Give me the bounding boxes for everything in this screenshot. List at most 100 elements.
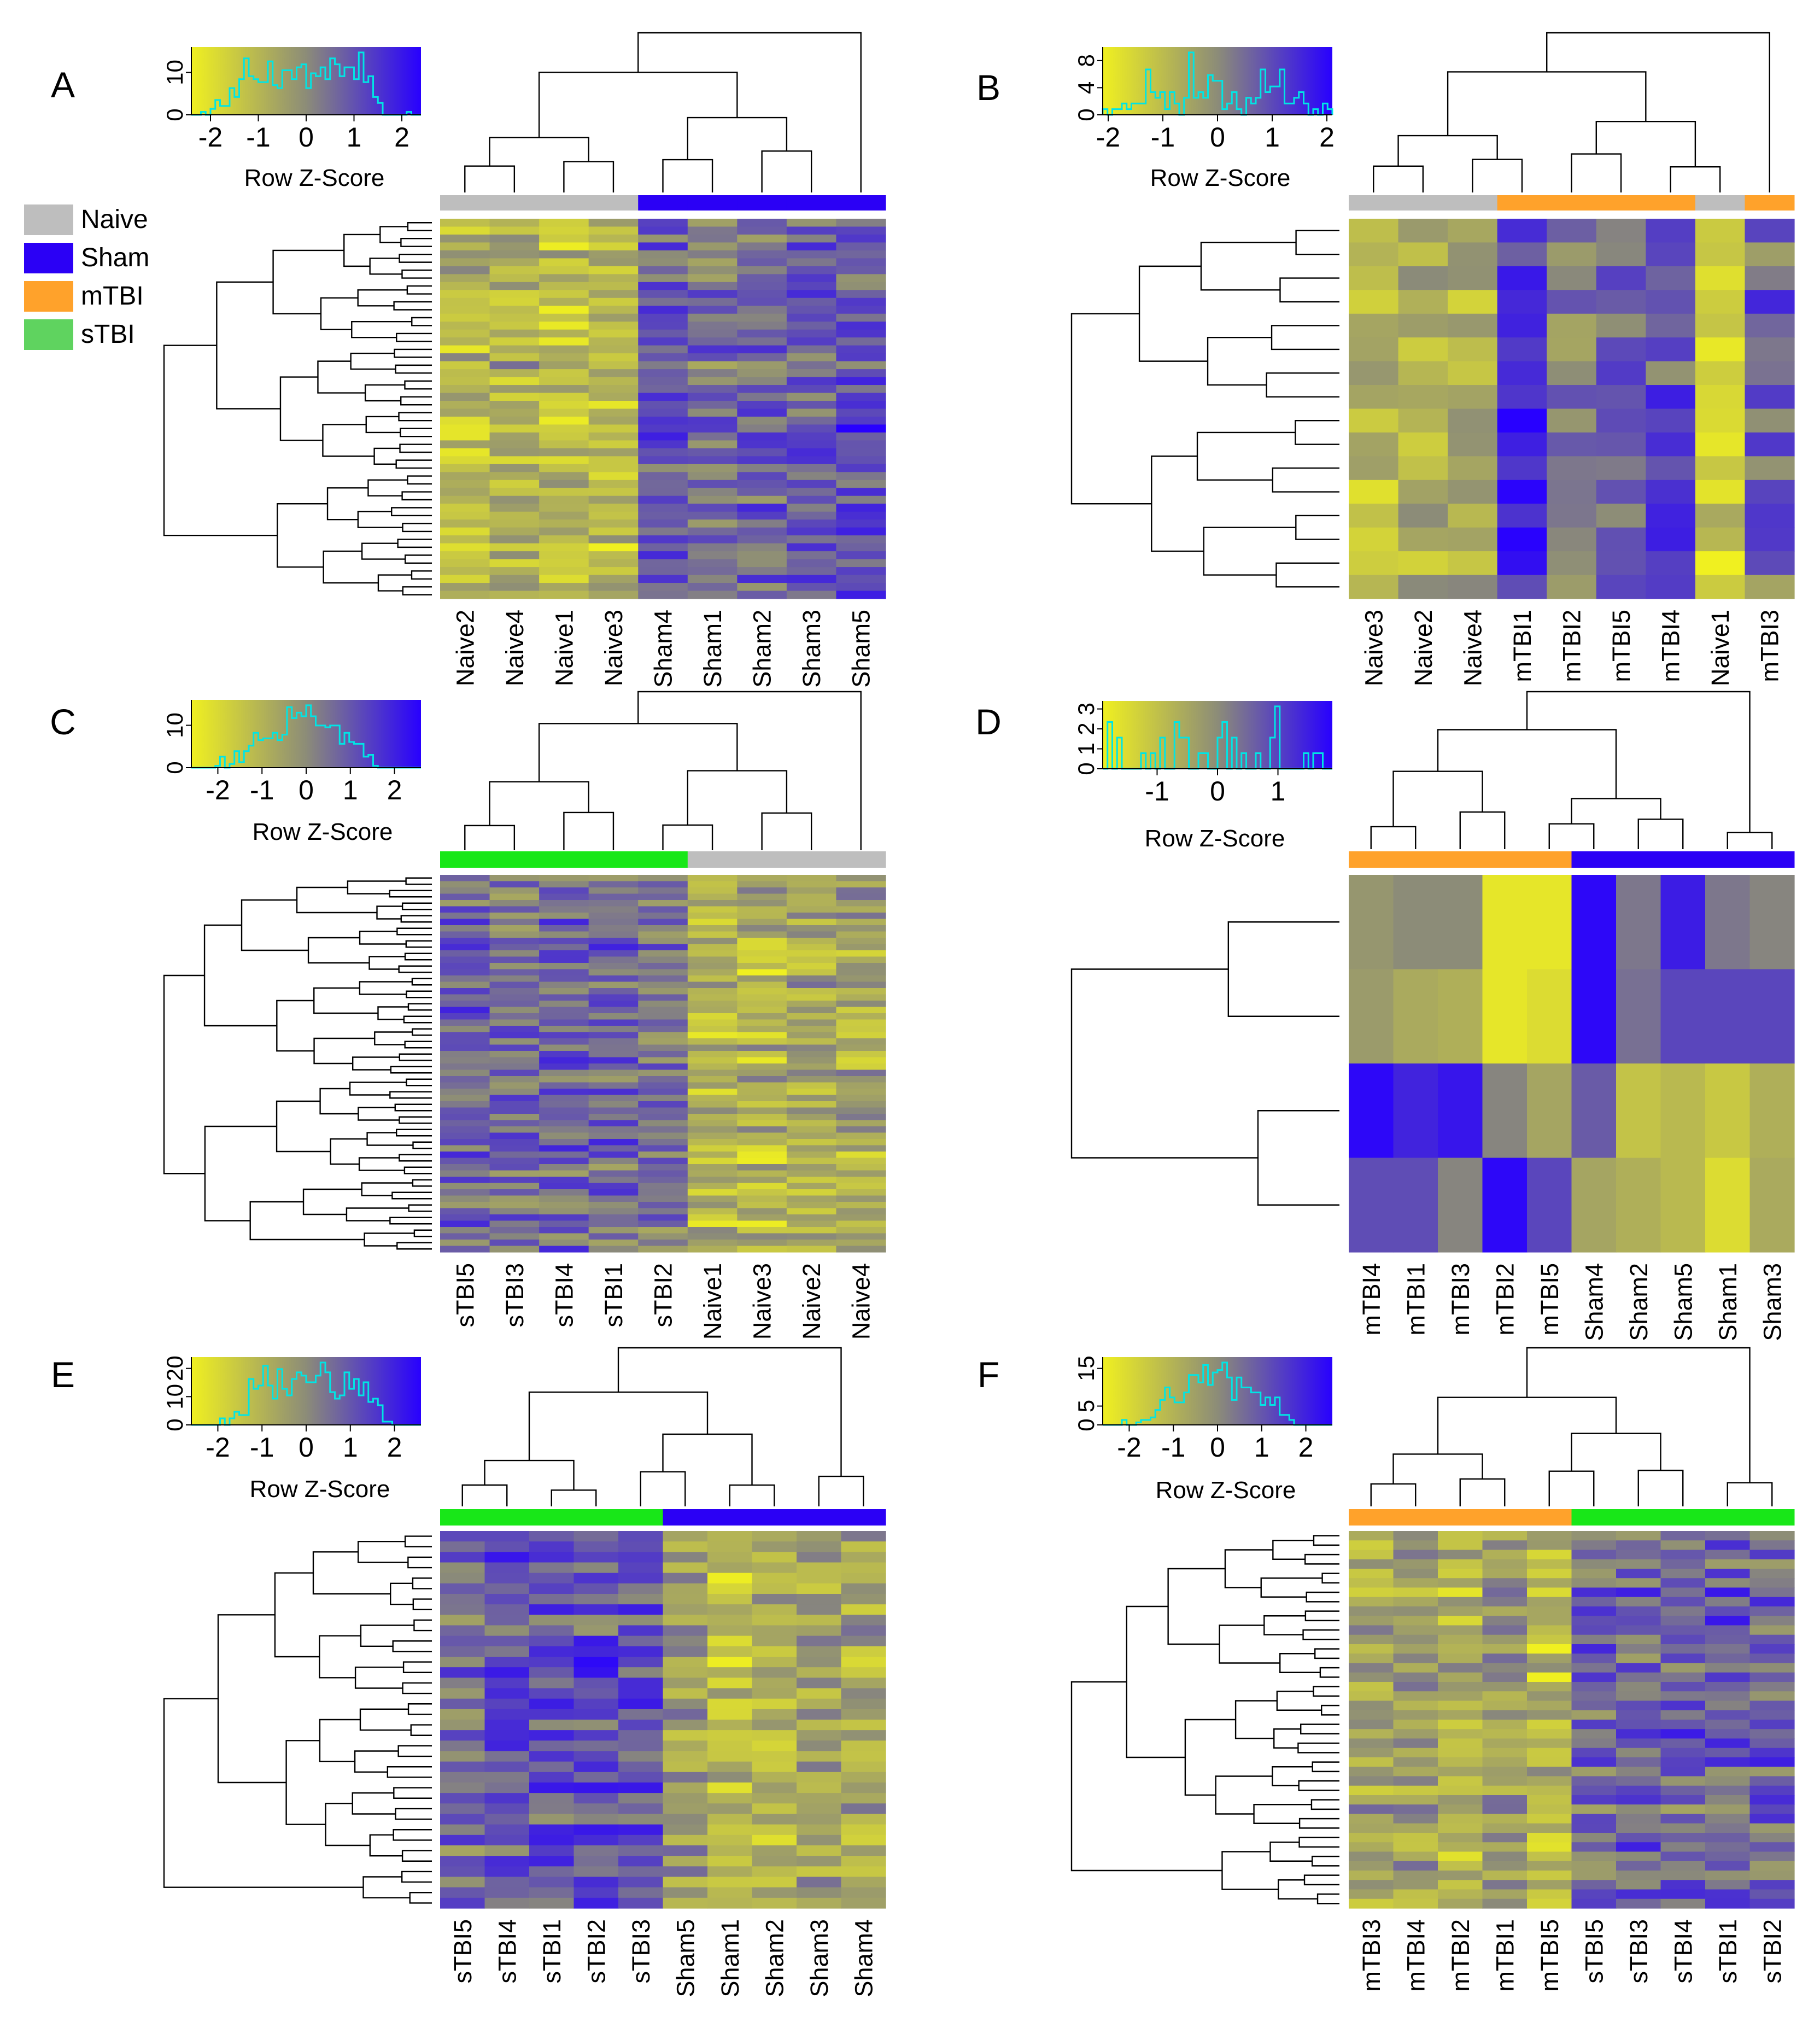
heatmap-cell [1705,1795,1751,1805]
column-label: mTBI2 [1447,1919,1474,1992]
heatmap-cell [707,1877,753,1888]
heatmap-cell [836,1032,886,1039]
heatmap-cell [539,401,589,410]
heatmap-cell [1527,1804,1572,1815]
heatmap-cell [707,1625,753,1637]
heatmap-cell [752,1730,797,1741]
heatmap-cell [588,488,639,496]
heatmap-cell [752,1877,797,1888]
column-label: mTBI4 [1402,1919,1430,1992]
key-xtick-label: 0 [1210,1432,1225,1463]
heatmap-cell [1349,1606,1394,1616]
heatmap-cell [1749,1569,1795,1579]
heatmap-cell [618,1531,664,1542]
heatmap-cell [1749,1804,1795,1815]
heatmap-cell [687,504,738,512]
heatmap-cell [484,1824,530,1836]
heatmap-cell [836,416,886,425]
heatmap-cell [440,900,490,907]
heatmap-cell [1749,1663,1795,1673]
heatmap-cell [539,1069,589,1077]
heatmap-cell [588,1202,639,1209]
column-label: Sham5 [1669,1263,1697,1341]
heatmap-cell [440,1824,485,1836]
heatmap-cell [1749,1531,1795,1541]
heatmap-cell [588,1233,639,1240]
heatmap-cell [489,1152,540,1159]
heatmap-cell [786,1114,837,1121]
heatmap-cell [707,1782,753,1793]
heatmap-cell [1349,1842,1394,1852]
heatmap-cell [1660,1757,1706,1767]
heatmap-cell [786,282,837,290]
heatmap-cell [539,480,589,488]
heatmap-cell [484,1709,530,1720]
heatmap-cell [1745,504,1795,528]
heatmap-cell [588,1158,639,1165]
heatmap-cell [1527,1700,1572,1711]
heatmap-cell [484,1877,530,1888]
heatmap-cell [1571,1871,1617,1880]
heatmap-cell [1482,1804,1528,1815]
heatmap-cell [707,1730,753,1741]
heatmap-cell [440,1552,485,1563]
heatmap-cell [786,893,837,901]
column-label: mTBI3 [1447,1263,1474,1336]
column-label: mTBI5 [1536,1919,1564,1992]
heatmap-cell [638,1001,688,1008]
group-bar-mtbi [1349,851,1394,868]
heatmap-cell [1571,1682,1617,1692]
heatmap-cell [1398,575,1448,599]
heatmap-cell [1571,1531,1617,1541]
heatmap-cell [638,893,688,901]
heatmap-cell [588,464,639,472]
heatmap-cell [1527,1063,1572,1159]
heatmap-cell [1596,432,1646,457]
heatmap-cell [539,242,589,251]
heatmap-cell [1482,1710,1528,1720]
key-ytick-label: 15 [1073,1355,1099,1381]
heatmap-cell [841,1625,886,1637]
heatmap-cell [1571,1625,1617,1635]
heatmap-cell [737,1152,787,1159]
heatmap-cell [707,1688,753,1699]
heatmap-cell [687,416,738,425]
heatmap-cell [836,401,886,410]
heatmap-cell [440,1887,485,1898]
heatmap-cell [687,226,738,235]
heatmap-cell [489,1246,540,1253]
heatmap-cell [588,282,639,290]
heatmap-cell [539,1095,589,1102]
heatmap-cell [1393,1540,1438,1551]
heatmap-cell [539,385,589,394]
heatmap-cell [638,1013,688,1020]
heatmap-cell [836,1114,886,1121]
heatmap-cell [638,1069,688,1077]
heatmap-cell [1482,1672,1528,1682]
heatmap-cell [737,250,787,259]
heatmap-cell [687,881,738,888]
heatmap-cell [1438,1804,1483,1815]
heatmap-cell [440,975,490,983]
heatmap-cell [440,1019,490,1026]
heatmap-cell [618,1615,664,1626]
heatmap-cell [638,266,688,274]
heatmap-cell [841,1814,886,1825]
key-histogram [1103,1361,1332,1426]
heatmap-cell [1705,1606,1751,1616]
heatmap-cell [489,377,540,385]
heatmap-cell [737,1132,787,1139]
heatmap-cell [1695,313,1746,338]
heatmap-cell [1571,1738,1617,1749]
heatmap-cell [1393,1550,1438,1560]
heatmap-cell [588,543,639,552]
heatmap-cell [687,377,738,385]
group-bar-naive [1448,195,1498,211]
heatmap-cell [1438,875,1483,970]
group-bar-stbi [1660,1509,1706,1526]
heatmap-cell [440,535,490,544]
heatmap-cell [1705,1559,1751,1569]
heatmap-cell [707,1814,753,1825]
heatmap-cell [1616,1578,1661,1588]
